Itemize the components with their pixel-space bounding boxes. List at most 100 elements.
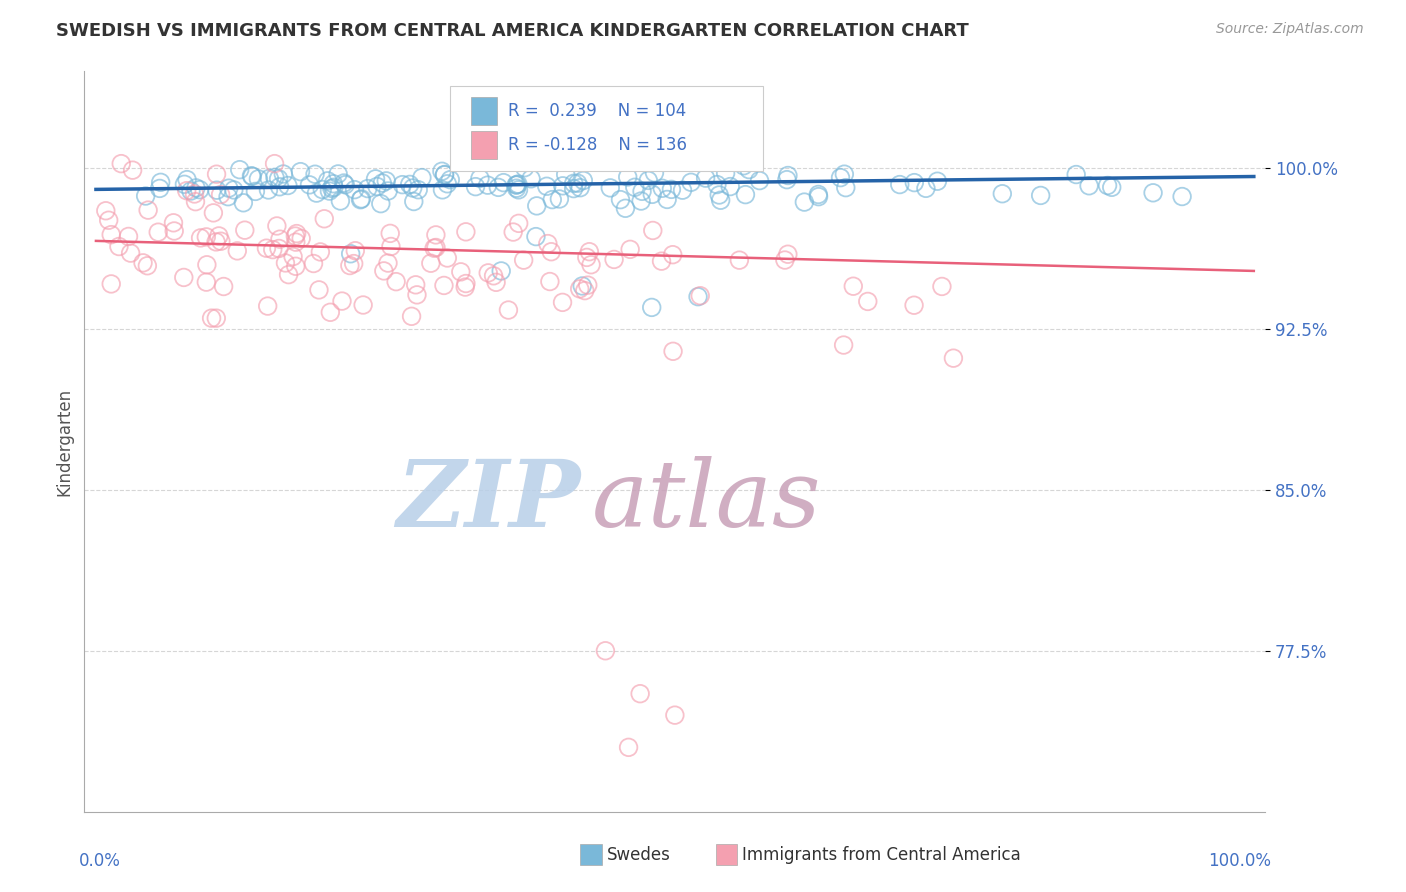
Point — [551, 178, 574, 193]
Point — [366, 179, 388, 194]
Point — [284, 260, 307, 274]
Point — [247, 172, 270, 186]
Point — [173, 178, 195, 192]
Point — [375, 174, 398, 188]
Point — [162, 216, 184, 230]
Point — [322, 177, 344, 191]
Point — [776, 169, 799, 183]
Point — [689, 289, 711, 303]
Point — [423, 241, 446, 255]
Point — [136, 259, 159, 273]
Point — [651, 181, 673, 195]
Point — [321, 181, 343, 195]
Point — [733, 159, 755, 173]
Point — [290, 231, 312, 245]
Point — [439, 172, 461, 186]
Point — [433, 278, 456, 293]
Point — [188, 183, 211, 197]
Point — [641, 301, 664, 315]
Point — [183, 186, 205, 201]
Point — [927, 174, 949, 188]
Point — [454, 280, 477, 294]
Point — [619, 243, 641, 257]
Point — [245, 185, 267, 199]
Point — [664, 708, 686, 723]
Point — [830, 170, 852, 185]
Point — [628, 687, 651, 701]
Point — [915, 181, 938, 195]
Point — [343, 183, 366, 197]
Point — [537, 236, 560, 251]
Point — [661, 248, 683, 262]
Point — [218, 181, 240, 195]
Point — [401, 310, 423, 324]
Point — [714, 166, 737, 180]
Point — [228, 162, 250, 177]
Point — [108, 239, 131, 253]
Point — [184, 181, 207, 195]
Point — [352, 298, 374, 312]
Point — [1101, 180, 1123, 194]
Point — [1171, 189, 1194, 203]
Point — [335, 178, 357, 192]
Point — [637, 173, 659, 187]
Point — [121, 163, 143, 178]
Point — [793, 195, 815, 210]
Point — [540, 244, 562, 259]
Point — [728, 253, 751, 268]
Point — [385, 275, 408, 289]
Point — [572, 173, 595, 187]
Point — [277, 268, 299, 282]
Point — [614, 202, 637, 216]
Point — [339, 259, 361, 273]
Bar — [471, 130, 496, 159]
Point — [436, 251, 458, 265]
Point — [302, 256, 325, 270]
Point — [290, 164, 312, 178]
Point — [425, 240, 447, 254]
Point — [430, 164, 453, 178]
Point — [579, 258, 602, 272]
Point — [541, 193, 564, 207]
Point — [686, 290, 709, 304]
Point — [377, 184, 399, 198]
Point — [617, 740, 640, 755]
Point — [233, 223, 256, 237]
Point — [903, 176, 925, 190]
Point — [222, 183, 245, 197]
Point — [184, 194, 207, 209]
Point — [662, 344, 685, 359]
Point — [538, 275, 561, 289]
Point — [548, 192, 571, 206]
Point — [432, 183, 454, 197]
Point — [149, 175, 172, 189]
Text: Swedes: Swedes — [606, 846, 671, 863]
Point — [274, 256, 297, 270]
Point — [176, 172, 198, 186]
Point — [571, 279, 593, 293]
Point — [110, 156, 132, 170]
Point — [991, 186, 1014, 201]
Point — [562, 177, 585, 191]
Point — [190, 231, 212, 245]
Point — [506, 178, 529, 192]
Point — [309, 244, 332, 259]
Point — [651, 254, 673, 268]
Point — [316, 174, 339, 188]
Point — [271, 167, 294, 181]
Point — [706, 178, 728, 192]
Point — [232, 195, 254, 210]
Point — [266, 219, 288, 233]
Point — [195, 230, 218, 244]
Point — [259, 171, 281, 186]
Point — [695, 171, 717, 186]
Point — [217, 190, 239, 204]
Point — [433, 168, 456, 182]
Point — [1097, 178, 1119, 193]
Point — [506, 177, 529, 191]
Point — [931, 279, 953, 293]
Point — [520, 171, 543, 186]
Point — [328, 167, 350, 181]
Point — [718, 179, 741, 194]
Point — [94, 203, 117, 218]
